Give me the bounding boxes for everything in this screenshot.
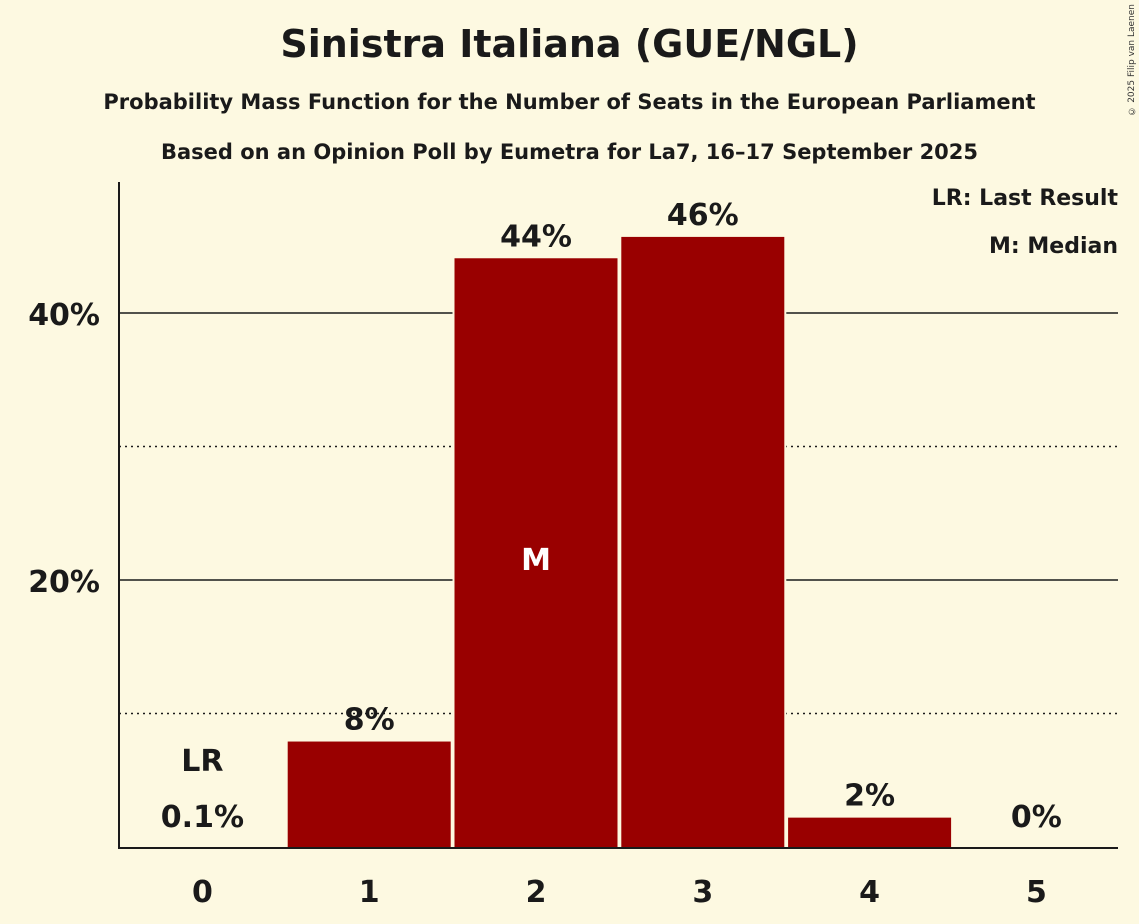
x-tick-label: 2 <box>526 875 547 910</box>
value-label: 8% <box>344 703 395 738</box>
y-tick-label: 20% <box>28 565 100 600</box>
value-label: 0% <box>1011 800 1062 835</box>
bar-seats-3 <box>621 236 785 847</box>
x-tick-label: 1 <box>359 875 380 910</box>
x-axis-labels: 0 1 2 3 4 5 <box>192 875 1047 910</box>
y-tick-label: 40% <box>28 298 100 333</box>
median-marker: M <box>521 543 551 578</box>
value-label: 2% <box>844 779 895 814</box>
chart-subtitle: Probability Mass Function for the Number… <box>103 90 1036 114</box>
bar-seats-4 <box>788 817 952 847</box>
value-label: 0.1% <box>161 800 244 835</box>
x-tick-label: 0 <box>192 875 213 910</box>
bars: 0.1% LR 8% 44% M 46% 2% 0% <box>161 198 1062 847</box>
y-axis-labels: 20% 40% <box>28 298 100 600</box>
x-tick-label: 4 <box>859 875 880 910</box>
chart-source-note: Based on an Opinion Poll by Eumetra for … <box>160 140 979 164</box>
x-tick-label: 5 <box>1026 875 1047 910</box>
value-label: 46% <box>667 198 739 233</box>
x-tick-label: 3 <box>692 875 713 910</box>
last-result-marker: LR <box>181 744 223 779</box>
legend-last-result: LR: Last Result <box>931 186 1118 211</box>
legend-median: M: Median <box>989 234 1118 259</box>
bar-seats-1 <box>287 741 451 847</box>
bar-seats-2 <box>454 258 618 847</box>
value-label: 44% <box>500 219 572 254</box>
chart-title: Sinistra Italiana (GUE/NGL) <box>280 22 859 66</box>
